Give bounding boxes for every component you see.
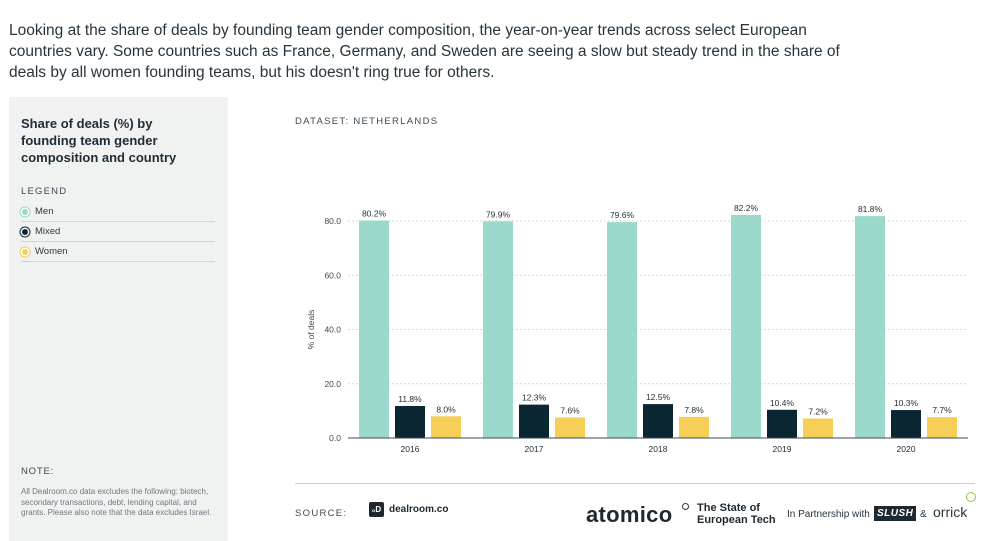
note-text: All Dealroom.co data excludes the follow…	[21, 487, 212, 517]
women-dot-icon	[22, 248, 28, 255]
y-tick-label: 20.0	[324, 379, 341, 389]
legend-item-men[interactable]: Men	[21, 202, 215, 222]
data-label: 10.3%	[894, 398, 919, 408]
slush-logo: SLUSH	[874, 506, 917, 521]
legend-heading: LEGEND	[21, 186, 68, 197]
bar-women	[927, 417, 957, 438]
data-label: 80.2%	[362, 208, 387, 218]
bar-men	[731, 215, 761, 438]
ampersand: &	[920, 509, 927, 520]
orrick-ring-icon	[966, 492, 976, 502]
legend-item-women[interactable]: Women	[21, 242, 215, 262]
bar-women	[431, 416, 461, 438]
dataset-label: DATASET: NETHERLANDS	[295, 116, 439, 127]
bar-mixed	[643, 404, 673, 438]
data-label: 79.9%	[486, 209, 511, 219]
chart-sidebar: Share of deals (%) by founding team gend…	[9, 97, 228, 541]
x-tick-label: 2019	[773, 444, 792, 454]
data-label: 8.0%	[436, 404, 456, 414]
dealroom-mark-icon: ₀D	[369, 502, 384, 517]
x-tick-label: 2017	[525, 444, 544, 454]
legend-label: Mixed	[35, 226, 61, 237]
men-dot-icon	[22, 208, 28, 215]
x-tick-label: 2016	[401, 444, 420, 454]
partnership-text: In Partnership with	[787, 509, 870, 520]
data-label: 7.7%	[932, 405, 952, 415]
bar-men	[359, 220, 389, 438]
dealroom-logo[interactable]: ₀D dealroom.co	[369, 502, 448, 517]
data-label: 12.3%	[522, 393, 547, 403]
data-label: 10.4%	[770, 398, 795, 408]
dealroom-wordmark: dealroom.co	[389, 504, 449, 515]
x-tick-label: 2020	[897, 444, 916, 454]
data-label: 7.8%	[684, 405, 704, 415]
data-label: 81.8%	[858, 204, 883, 214]
intro-paragraph: Looking at the share of deals by foundin…	[9, 22, 840, 81]
data-label: 82.2%	[734, 203, 759, 213]
bar-women	[555, 417, 585, 438]
x-tick-label: 2018	[649, 444, 668, 454]
report-title-line1: The State of	[697, 502, 760, 514]
legend: Men Mixed Women	[21, 202, 215, 262]
legend-item-mixed[interactable]: Mixed	[21, 222, 215, 242]
bar-mixed	[767, 409, 797, 438]
data-label: 79.6%	[610, 210, 635, 220]
legend-label: Women	[35, 246, 68, 257]
note-heading: NOTE:	[21, 466, 55, 477]
bar-men	[607, 222, 637, 438]
bar-women	[679, 416, 709, 438]
orrick-logo: orrick	[933, 504, 968, 520]
report-title-line2: European Tech	[697, 514, 776, 526]
bar-women	[803, 418, 833, 438]
atomico-dot-icon	[682, 503, 689, 510]
y-tick-label: 60.0	[324, 270, 341, 280]
footer-divider	[295, 483, 975, 484]
report-title: The State of European Tech	[697, 502, 787, 526]
source-label: SOURCE:	[295, 508, 348, 519]
bar-men	[855, 216, 885, 438]
data-label: 7.6%	[560, 405, 580, 415]
chart-title: Share of deals (%) by founding team gend…	[21, 116, 177, 165]
data-label: 11.8%	[398, 394, 422, 404]
bar-mixed	[891, 410, 921, 438]
y-axis-label: % of deals	[306, 310, 316, 350]
data-label: 7.2%	[808, 406, 828, 416]
y-tick-label: 40.0	[324, 325, 341, 335]
legend-label: Men	[35, 206, 54, 217]
mixed-dot-icon	[22, 228, 28, 235]
bar-mixed	[395, 405, 425, 438]
bar-mixed	[519, 404, 549, 438]
data-label: 12.5%	[646, 392, 671, 402]
bar-men	[483, 221, 513, 438]
atomico-logo: atomico	[586, 502, 673, 527]
y-tick-label: 80.0	[324, 216, 341, 226]
y-tick-label: 0.0	[329, 433, 341, 443]
